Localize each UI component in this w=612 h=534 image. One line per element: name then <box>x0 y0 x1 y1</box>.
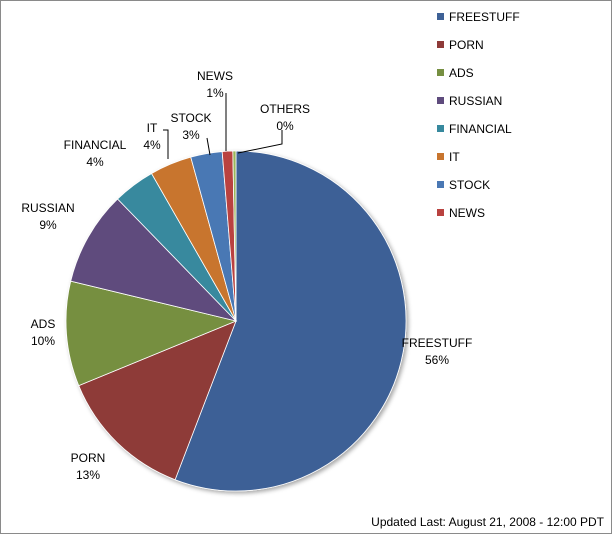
legend-item-ads: ADS <box>437 66 474 80</box>
legend-label-porn: PORN <box>449 38 484 52</box>
legend-swatch-it <box>437 153 444 160</box>
legend-swatch-financial <box>437 125 444 132</box>
legend-swatch-freestuff <box>437 13 444 20</box>
legend-item-financial: FINANCIAL <box>437 122 512 136</box>
pie-slice-russian <box>70 198 238 322</box>
updated-timestamp: Updated Last: August 21, 2008 - 12:00 PD… <box>371 515 604 529</box>
legend-swatch-news <box>437 209 444 216</box>
slice-label-freestuff: FREESTUFF 56% <box>402 336 473 367</box>
pie-slice-others <box>232 150 237 322</box>
legend-item-it: IT <box>437 150 460 164</box>
slice-label-it: IT 4% <box>143 121 161 152</box>
legend-item-freestuff: FREESTUFF <box>437 10 520 24</box>
slice-label-stock: STOCK 3% <box>170 111 211 142</box>
slice-label-ads: ADS 10% <box>31 317 56 348</box>
slice-label-russian: RUSSIAN 9% <box>21 201 74 232</box>
legend-item-news: NEWS <box>437 206 485 220</box>
legend-label-it: IT <box>449 150 460 164</box>
legend-label-russian: RUSSIAN <box>449 94 502 108</box>
legend-label-news: NEWS <box>449 206 485 220</box>
slice-label-others: OTHERS 0% <box>260 102 310 133</box>
leader-line-it <box>163 129 169 159</box>
pie-slice-ads <box>65 280 238 387</box>
legend-item-russian: RUSSIAN <box>437 94 502 108</box>
legend-swatch-russian <box>437 97 444 104</box>
leader-line-others <box>237 130 283 154</box>
legend-swatch-porn <box>437 41 444 48</box>
slice-label-porn: PORN 13% <box>71 451 106 482</box>
legend-label-freestuff: FREESTUFF <box>449 10 520 24</box>
legend-item-porn: PORN <box>437 38 484 52</box>
pie-slice-porn <box>78 320 237 481</box>
slice-label-news: NEWS 1% <box>197 69 233 100</box>
legend-item-stock: STOCK <box>437 178 490 192</box>
legend-swatch-stock <box>437 181 444 188</box>
legend-label-stock: STOCK <box>449 178 490 192</box>
slice-label-financial: FINANCIAL 4% <box>64 138 127 169</box>
legend-label-ads: ADS <box>449 66 474 80</box>
pie-slice-freestuff <box>174 150 407 492</box>
leader-line-stock <box>206 137 211 156</box>
chart-legend: FREESTUFF PORN ADS RUSSIAN FINANCIAL IT STOCK N… <box>437 10 520 220</box>
legend-swatch-ads <box>437 69 444 76</box>
legend-label-financial: FINANCIAL <box>449 122 512 136</box>
